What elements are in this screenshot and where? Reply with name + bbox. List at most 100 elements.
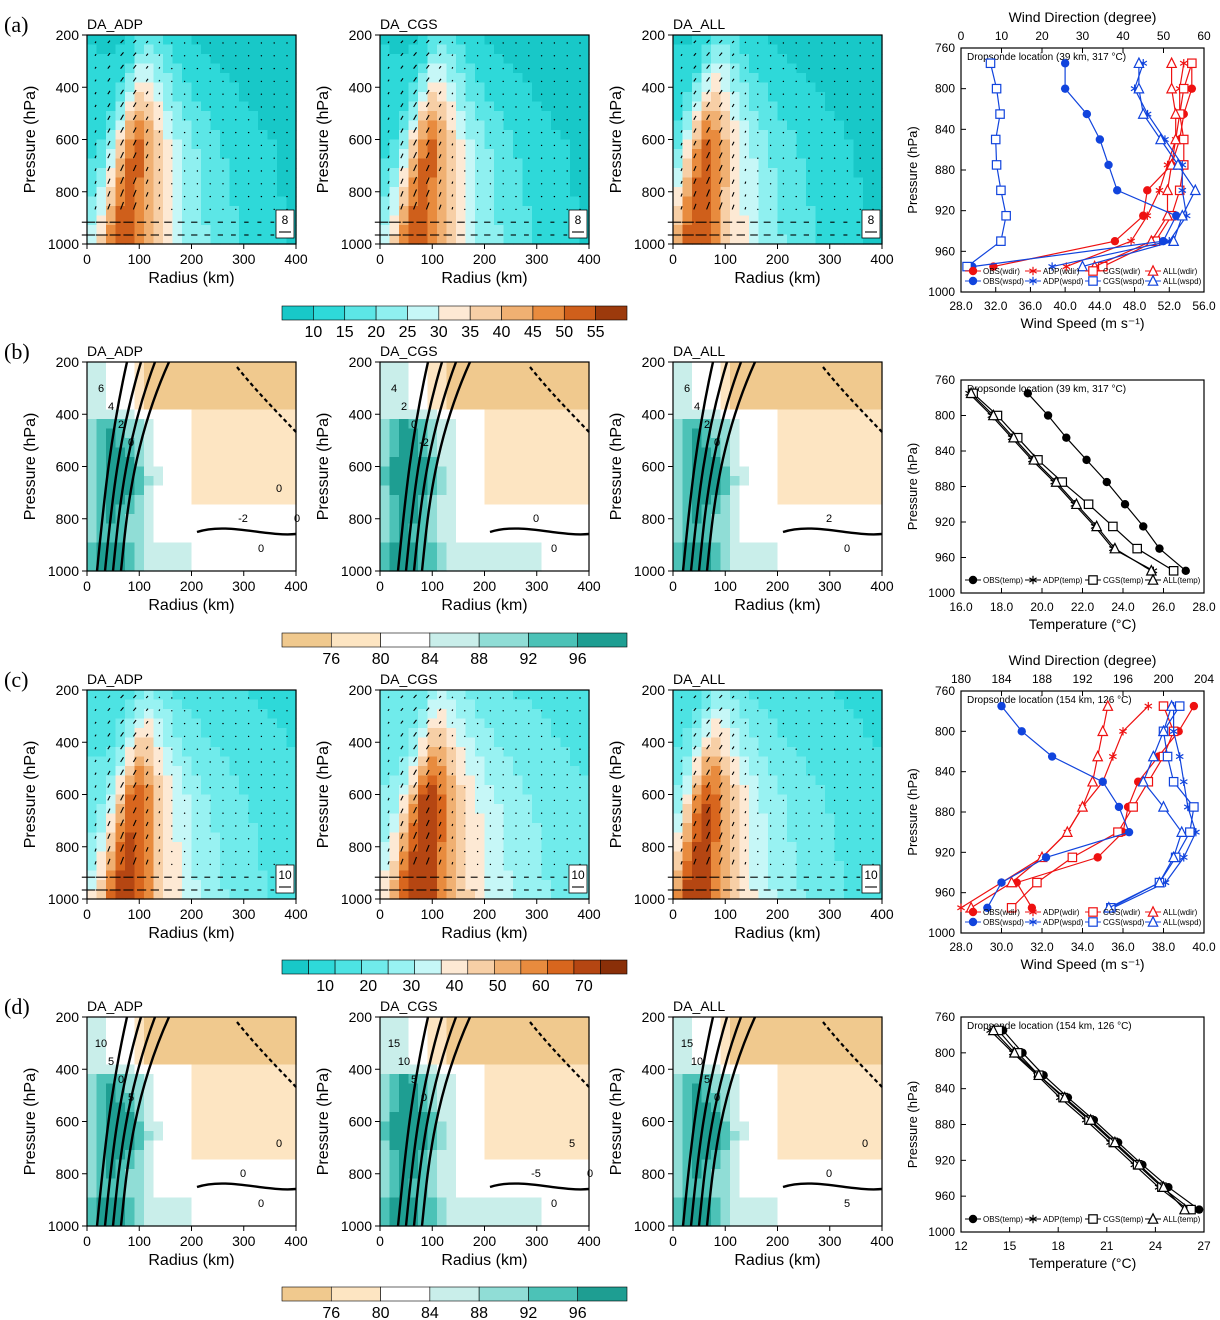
filled-contour-cell <box>806 63 817 74</box>
filled-contour-cell <box>825 362 836 373</box>
filled-contour-cell <box>399 187 410 198</box>
filled-contour-cell <box>796 466 807 477</box>
filled-contour-cell <box>380 381 391 392</box>
filled-contour-cell <box>239 92 250 103</box>
filled-contour-cell <box>777 54 788 65</box>
wind-vector <box>731 191 735 197</box>
filled-contour-cell <box>418 718 429 729</box>
y-axis-title: Pressure (hPa) <box>608 86 625 194</box>
filled-contour-cell <box>484 728 495 739</box>
filled-contour-cell <box>720 215 731 226</box>
filled-contour-cell <box>503 533 514 544</box>
filled-contour-cell <box>437 766 448 777</box>
wind-vector-dot <box>502 67 504 70</box>
filled-contour-cell <box>522 149 533 160</box>
filled-contour-cell <box>399 718 410 729</box>
filled-contour-cell <box>494 447 505 458</box>
wind-vector <box>132 694 137 699</box>
filled-contour-cell <box>730 73 741 84</box>
filled-contour-cell <box>796 149 807 160</box>
filled-contour-cell <box>456 842 467 853</box>
filled-contour-cell <box>682 101 693 112</box>
wind-vector-dot <box>222 106 224 108</box>
filled-contour-cell <box>380 63 391 74</box>
filled-contour-cell <box>484 476 495 487</box>
filled-contour-cell <box>465 35 476 46</box>
wind-vector <box>107 758 111 763</box>
filled-contour-cell <box>730 552 741 563</box>
filled-contour-cell <box>758 495 769 506</box>
filled-contour-cell <box>739 390 750 401</box>
filled-contour-cell <box>863 168 874 179</box>
filled-contour-cell <box>380 718 391 729</box>
filled-contour-cell <box>853 206 864 217</box>
y-axis-title: Pressure (hPa) <box>22 741 39 849</box>
x-tick-label: 200 <box>766 251 790 267</box>
wind-vector-dot <box>528 42 530 44</box>
wind-vector-dot <box>566 80 568 83</box>
filled-contour-cell <box>248 111 259 122</box>
filled-contour-cell <box>673 120 684 131</box>
filled-contour-cell <box>806 381 817 392</box>
filled-contour-cell <box>446 690 457 701</box>
filled-contour-cell <box>267 149 278 160</box>
wind-vector-dot <box>247 825 250 827</box>
filled-contour-cell <box>503 158 514 169</box>
filled-contour-cell <box>522 419 533 430</box>
filled-contour-cell <box>380 880 391 891</box>
filled-contour-cell <box>796 495 807 506</box>
filled-contour-cell <box>408 82 419 93</box>
wind-vector <box>438 204 442 210</box>
filled-contour-cell <box>267 813 278 824</box>
filled-contour-cell <box>806 149 817 160</box>
wind-vector <box>94 193 97 197</box>
filled-contour-cell <box>806 92 817 103</box>
filled-contour-cell <box>541 495 552 506</box>
filled-contour-cell <box>541 542 552 553</box>
filled-contour-cell <box>541 438 552 449</box>
filled-contour-cell <box>484 718 495 729</box>
filled-contour-cell <box>286 63 297 74</box>
wind-vector-dot <box>566 170 568 172</box>
wind-vector-dot <box>476 183 479 185</box>
filled-contour-cell <box>106 552 117 563</box>
filled-contour-cell <box>749 35 760 46</box>
filled-contour-cell <box>701 44 712 55</box>
wind-vector-dot <box>183 786 186 789</box>
filled-contour-cell <box>853 225 864 236</box>
filled-contour-cell <box>532 92 543 103</box>
filled-contour-cell <box>446 44 457 55</box>
filled-contour-cell <box>153 466 164 477</box>
filled-contour-cell <box>163 130 174 141</box>
filled-contour-cell <box>96 756 107 767</box>
wind-vector-dot <box>489 55 492 57</box>
wind-vector <box>718 52 723 57</box>
wind-vector-dot <box>247 67 250 70</box>
filled-contour-cell <box>220 485 231 496</box>
filled-contour-cell <box>541 196 552 207</box>
filled-contour-cell <box>522 842 533 853</box>
filled-contour-cell <box>446 794 457 805</box>
filled-contour-cell <box>96 775 107 786</box>
x-axis-title: Radius (km) <box>441 270 527 287</box>
filled-contour-cell <box>682 533 693 544</box>
wind-vector-dot <box>260 710 263 712</box>
filled-contour-cell <box>522 747 533 758</box>
filled-contour-cell <box>229 35 240 46</box>
wind-vector <box>413 89 417 95</box>
filled-contour-cell <box>125 813 136 824</box>
filled-contour-cell <box>125 120 136 131</box>
filled-contour-cell <box>182 120 193 131</box>
filled-contour-cell <box>106 101 117 112</box>
wind-vector-dot <box>859 106 861 108</box>
y-tick-label: 400 <box>642 406 666 422</box>
wind-vector-dot <box>846 67 849 70</box>
wind-vector-dot <box>183 208 186 211</box>
filled-contour-cell <box>456 400 467 411</box>
filled-contour-cell <box>125 101 136 112</box>
filled-contour-cell <box>777 428 788 439</box>
filled-contour-cell <box>210 215 221 226</box>
filled-contour-cell <box>570 381 581 392</box>
filled-contour-cell <box>277 63 288 74</box>
wind-vector-dot <box>222 735 224 738</box>
